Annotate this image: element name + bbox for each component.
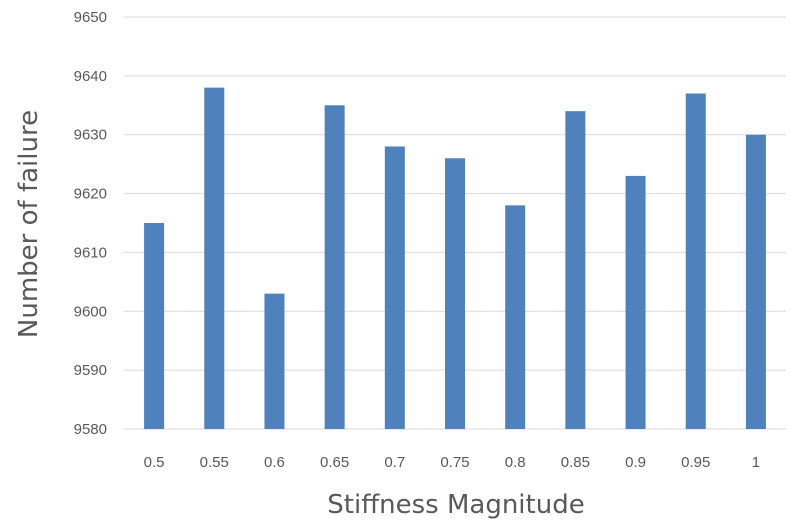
x-tick-label: 0.85 — [561, 454, 590, 471]
bar-0.85 — [565, 111, 586, 430]
x-tick-label: 0.6 — [264, 454, 285, 471]
bars — [144, 87, 766, 430]
y-tick-label: 9590 — [74, 362, 107, 379]
y-tick-label: 9580 — [74, 421, 107, 438]
x-tick-label: 0.7 — [384, 454, 405, 471]
x-tick-label: 0.65 — [320, 454, 349, 471]
x-tick-label: 0.8 — [505, 454, 526, 471]
bar-0.9 — [625, 175, 646, 429]
x-axis-ticks: 0.5 0.55 0.6 0.65 0.7 0.75 0.8 0.85 0.9 0.95 1 — [144, 454, 760, 471]
bar-0.75 — [445, 158, 465, 429]
bar-0.6 — [264, 293, 285, 429]
bar-1 — [745, 134, 766, 429]
y-axis-title: Number of failure — [14, 110, 44, 338]
y-tick-label: 9600 — [74, 303, 107, 320]
y-tick-label: 9610 — [74, 244, 107, 261]
x-tick-label: 0.95 — [681, 454, 710, 471]
x-axis-title: Stiffness Magnitude — [327, 490, 584, 520]
bar-0.95 — [685, 93, 706, 429]
y-tick-label: 9650 — [74, 9, 107, 26]
bar-0.55 — [204, 87, 225, 429]
y-tick-label: 9620 — [74, 186, 107, 203]
bar-0.8 — [505, 205, 526, 429]
bar-0.7 — [384, 146, 405, 429]
bar-0.65 — [324, 105, 345, 430]
x-tick-label: 0.9 — [625, 454, 646, 471]
y-tick-label: 9630 — [74, 127, 107, 144]
y-axis-ticks: 9580 9590 9600 9610 9620 9630 9640 9650 — [74, 9, 107, 438]
x-tick-label: 0.55 — [200, 454, 229, 471]
x-tick-label: 0.75 — [440, 454, 469, 471]
y-tick-label: 9640 — [74, 68, 107, 85]
bar-0.5 — [144, 223, 165, 429]
x-tick-label: 0.5 — [144, 454, 165, 471]
x-tick-label: 1 — [752, 454, 760, 471]
